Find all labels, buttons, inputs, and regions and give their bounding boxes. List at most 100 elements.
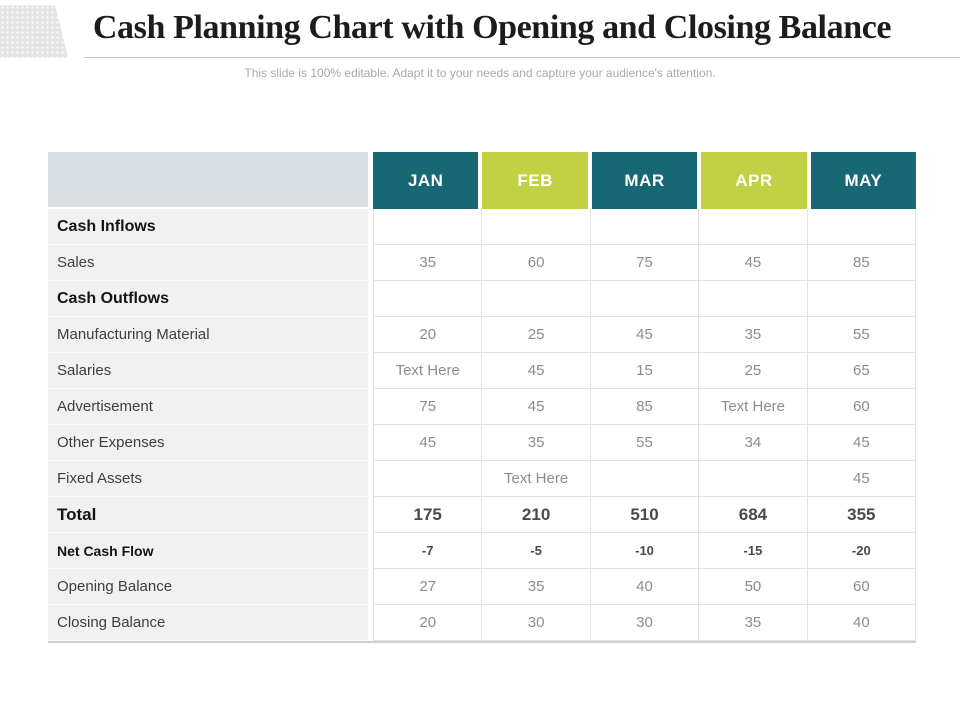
value-cell: 45 [806,425,917,461]
value-cell [481,209,590,245]
value-cell: 510 [589,497,699,533]
value-cell [806,209,917,245]
value-cell: 85 [589,389,699,425]
table-header-row: JAN FEB MAR APR MAY [48,152,917,209]
value-cell: Text Here [698,389,807,425]
value-cell: 45 [373,425,482,461]
page-subtitle: This slide is 100% editable. Adapt it to… [244,66,716,80]
table-row: Opening Balance 27 35 40 50 60 [48,569,917,605]
value-cell: 75 [589,245,699,281]
row-label: Net Cash Flow [48,533,368,569]
value-cell: 75 [373,389,482,425]
month-header-jan: JAN [373,152,479,209]
value-cell [698,461,807,497]
value-cell: 65 [806,353,917,389]
row-label: Sales [48,245,368,281]
table-row: Total 175 210 510 684 355 [48,497,917,533]
value-cell: 355 [806,497,917,533]
value-cell: 35 [373,245,482,281]
value-cell: 45 [481,389,590,425]
value-cell: 60 [806,569,917,605]
row-label: Closing Balance [48,605,368,641]
value-cell: 20 [373,317,482,353]
value-cell [589,461,699,497]
table-row: Salaries Text Here 45 15 25 65 [48,353,917,389]
value-cell [589,209,699,245]
value-cell [589,281,699,317]
value-cell: Text Here [481,461,590,497]
column-gutter [368,605,373,641]
month-header-feb: FEB [478,152,588,209]
value-cell: 15 [589,353,699,389]
column-gutter [368,317,373,353]
month-header-may: MAY [806,152,917,209]
value-cell: 55 [589,425,699,461]
month-header-mar: MAR [587,152,698,209]
value-cell: 684 [698,497,807,533]
value-cell: 25 [698,353,807,389]
table-body: Cash Inflows Sales 35 60 75 45 85 Cash Outflows… [48,209,917,641]
value-cell: 35 [481,425,590,461]
table-row: Other Expenses 45 35 55 34 45 [48,425,917,461]
value-cell: 45 [806,461,917,497]
cash-planning-table: JAN FEB MAR APR MAY Cash Inflows Sales 35 60 75 4… [48,152,917,643]
value-cell: 210 [481,497,590,533]
column-gutter [368,389,373,425]
value-cell [481,281,590,317]
value-cell: Text Here [373,353,482,389]
column-gutter [368,209,373,245]
value-cell: 55 [806,317,917,353]
column-gutter [368,569,373,605]
value-cell: -5 [481,533,590,569]
value-cell [806,281,917,317]
table-row: Cash Outflows [48,281,917,317]
row-label: Total [48,497,368,533]
value-cell: 30 [589,605,699,641]
value-cell: -20 [806,533,917,569]
value-cell: 45 [698,245,807,281]
value-cell [373,209,482,245]
value-cell: 45 [481,353,590,389]
value-cell: 27 [373,569,482,605]
table-row: Fixed Assets Text Here 45 [48,461,917,497]
table-row: Sales 35 60 75 45 85 [48,245,917,281]
value-cell: 20 [373,605,482,641]
column-gutter [368,461,373,497]
table-row: Cash Inflows [48,209,917,245]
value-cell: 175 [373,497,482,533]
value-cell: 60 [806,389,917,425]
table-row: Manufacturing Material 20 25 45 35 55 [48,317,917,353]
row-label: Opening Balance [48,569,368,605]
corner-triangle-decoration [0,5,68,58]
column-gutter [368,533,373,569]
value-cell: 35 [698,605,807,641]
row-label: Salaries [48,353,368,389]
value-cell: -10 [589,533,699,569]
value-cell: -7 [373,533,482,569]
row-label: Cash Outflows [48,281,368,317]
value-cell [698,209,807,245]
value-cell [373,461,482,497]
row-label: Manufacturing Material [48,317,368,353]
value-cell: -15 [698,533,807,569]
value-cell: 85 [806,245,917,281]
column-gutter [368,152,373,209]
value-cell: 35 [481,569,590,605]
value-cell: 25 [481,317,590,353]
table-row: Net Cash Flow -7 -5 -10 -15 -20 [48,533,917,569]
column-gutter [368,425,373,461]
header-label-cell [48,152,368,209]
table-row: Closing Balance 20 30 30 35 40 [48,605,917,641]
title-divider [84,57,960,58]
table-row: Advertisement 75 45 85 Text Here 60 [48,389,917,425]
row-label: Other Expenses [48,425,368,461]
column-gutter [368,497,373,533]
value-cell: 34 [698,425,807,461]
row-label: Fixed Assets [48,461,368,497]
row-label: Advertisement [48,389,368,425]
value-cell: 35 [698,317,807,353]
value-cell [373,281,482,317]
column-gutter [368,245,373,281]
value-cell: 30 [481,605,590,641]
